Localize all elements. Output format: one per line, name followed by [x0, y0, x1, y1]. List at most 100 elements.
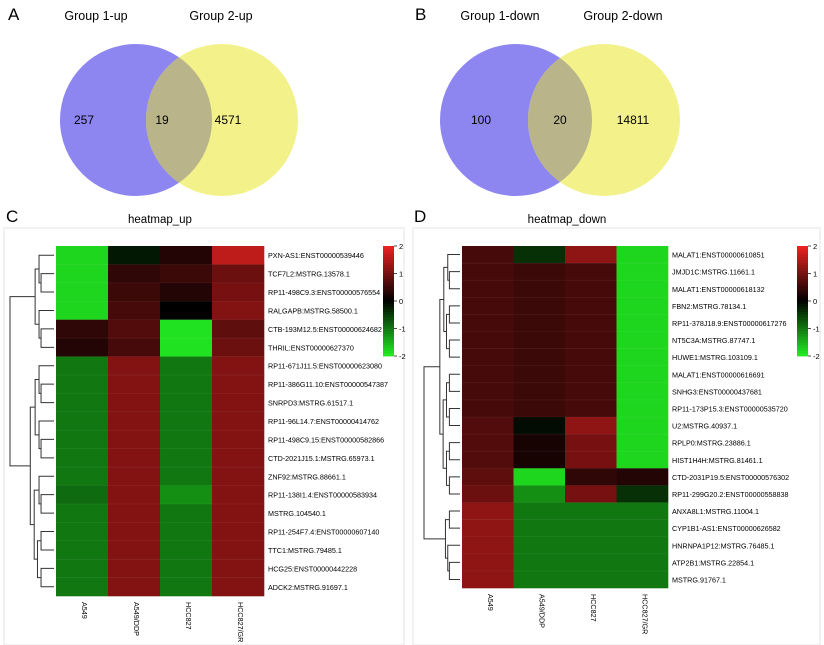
heatmap-cell-up [56, 301, 109, 320]
heatmap-cell-down [565, 331, 617, 349]
heatmap-cell-down [616, 280, 669, 298]
heatmap-cell-up [160, 319, 213, 339]
heatmap-cell-up [212, 467, 265, 486]
heatmap-row-label-up: TCF7L2:MSTRG.13578.1 [268, 270, 350, 279]
dendrogram-branch-up [36, 540, 42, 579]
legend-swatch-up [383, 292, 394, 296]
heatmap-cell-down [462, 519, 514, 537]
heatmap-cell-down [565, 485, 617, 503]
heatmap-cell-down [616, 417, 669, 435]
heatmap-cell-down [616, 502, 669, 520]
venn-down-overlap-count: 20 [553, 113, 567, 127]
heatmap-cell-down [616, 382, 669, 401]
dendrogram-branch-down [448, 510, 460, 529]
heatmap-cell-down [513, 382, 566, 401]
legend-swatch-up [383, 248, 394, 252]
heatmap-cell-up [56, 467, 109, 486]
legend-swatch-up [383, 339, 394, 343]
legend-swatch-down [797, 295, 808, 299]
dendrogram-branch-down [448, 561, 460, 580]
legend-swatch-down [797, 334, 808, 338]
heatmap-cell-up [108, 430, 161, 449]
legend-swatch-up [383, 323, 394, 327]
legend-swatch-down [797, 347, 808, 351]
heatmap-cell-up [212, 264, 265, 284]
heatmap-cell-up [160, 338, 213, 357]
heatmap-cell-up [160, 430, 213, 449]
dendrogram-branch-down [442, 399, 447, 469]
heatmap-cell-down [462, 297, 514, 315]
dendrogram-root-down [423, 366, 446, 540]
heatmap-cell-down [462, 485, 514, 503]
heatmap-cell-up [212, 374, 265, 394]
legend-swatch-down [797, 284, 808, 288]
heatmap-row-label-down: SNHG3:ENST00000437681 [672, 387, 762, 396]
heatmap-cell-up [56, 559, 109, 578]
heatmap-cell-up [56, 430, 109, 449]
dendrogram-branch-down [448, 339, 460, 358]
heatmap-cell-down [462, 502, 514, 520]
heatmap-cell-up [212, 522, 265, 542]
heatmap-cell-up [212, 559, 265, 578]
panel-label-c: C [6, 207, 18, 226]
heatmap-row-label-down: RP11-378J18.9:ENST00000617276 [672, 319, 787, 328]
heatmap-cell-down [462, 536, 514, 555]
heatmap-cell-down [616, 536, 669, 555]
heatmap-cell-up [160, 448, 213, 468]
legend-swatch-up [383, 320, 394, 324]
legend-swatch-up [383, 254, 394, 258]
heatmap-cell-up [212, 430, 265, 449]
heatmap-cell-down [565, 263, 617, 281]
heatmap-cell-down [513, 451, 566, 469]
legend-swatch-up [383, 246, 394, 250]
heatmap-cell-up [108, 246, 161, 265]
legend-swatch-down [797, 312, 808, 316]
heatmap-cell-up [108, 319, 161, 339]
heatmap-cell-up [160, 485, 213, 505]
heatmap-cell-down [616, 246, 669, 264]
heatmap-cell-up [108, 559, 161, 578]
heatmap-cell-down [513, 570, 566, 589]
dendrogram-branch-down [448, 476, 460, 495]
heatmap-row-label-up: HCG25:ENST00000442228 [268, 564, 357, 573]
legend-swatch-down [797, 251, 808, 255]
legend-tick-label-up: -2 [399, 352, 406, 361]
heatmap-row-label-up: ADCK2:MSTRG.91697.1 [268, 583, 348, 592]
legend-tick-label-up: -1 [399, 325, 406, 334]
heatmap-cell-up [108, 393, 161, 413]
legend-swatch-up [383, 279, 394, 283]
legend-swatch-up [383, 301, 394, 305]
heatmap-row-label-up: RP11-498C9.15:ENST00000582866 [268, 435, 384, 444]
dendrogram-branch-up [40, 494, 54, 514]
heatmap-cell-down [513, 553, 566, 572]
heatmap-cell-down [565, 468, 617, 486]
legend-swatch-down [797, 317, 808, 321]
heatmap-row-label-up: SNRPD3:MSTRG.61517.1 [268, 399, 353, 408]
legend-swatch-up [383, 273, 394, 277]
legend-tick-label-down: 1 [813, 270, 817, 279]
heatmap-cell-up [56, 264, 109, 284]
heatmap-cell-up [108, 338, 161, 357]
dendrogram-branch-up [34, 268, 40, 325]
heatmap-cell-up [56, 503, 109, 523]
heatmap-col-label-down: A549/DDP [537, 594, 546, 628]
legend-swatch-down [797, 314, 808, 318]
heatmap-cell-down [462, 399, 514, 418]
heatmap-row-label-up: RP11-138I1.4:ENST00000583934 [268, 491, 377, 500]
heatmap-cell-up [212, 338, 265, 357]
heatmap-col-label-down: HCC827 [589, 594, 598, 622]
dendrogram-branch-down [448, 373, 460, 392]
legend-swatch-up [383, 295, 394, 299]
heatmap-cell-up [160, 393, 213, 413]
heatmap-down-frame [412, 227, 821, 645]
heatmap-cell-up [56, 356, 109, 376]
heatmap-cell-down [616, 553, 669, 572]
heatmap-cell-down [462, 246, 514, 264]
heatmap-cell-down [565, 399, 617, 418]
heatmap-cell-up [108, 540, 161, 560]
heatmap-down: MALAT1:ENST00000610851 JMJD1C:MSTRG.11661… [423, 242, 820, 634]
heatmap-cell-up [56, 540, 109, 560]
heatmap-row-label-up: RP11-96L14.7:ENST00000414762 [268, 417, 379, 426]
heatmap-row-label-up: RP11-671J11.5:ENST00000623080 [268, 362, 382, 371]
heatmap-cell-up [212, 485, 265, 505]
